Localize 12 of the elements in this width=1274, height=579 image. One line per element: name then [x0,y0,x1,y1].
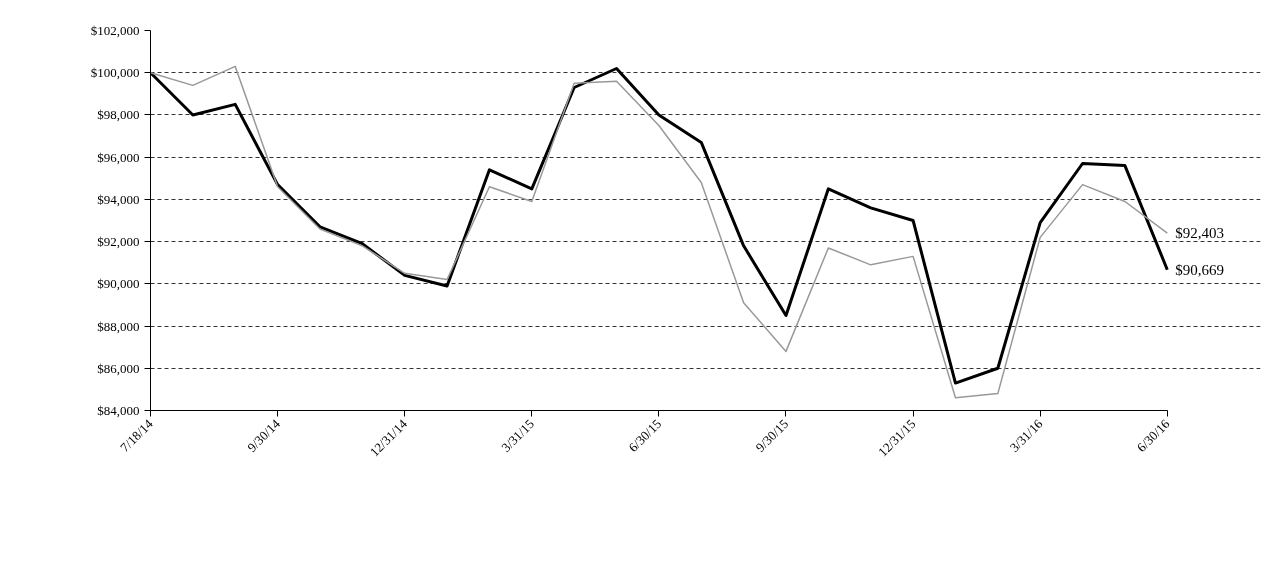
y-tick-label: $102,000 [90,23,140,38]
y-tick-label: $98,000 [97,107,140,123]
y-tick-label: $96,000 [97,149,140,165]
y-tick-label: $94,000 [97,191,140,207]
y-tick-label: $100,000 [90,65,140,81]
annotation: $90,669 [1175,261,1225,278]
y-tick-label: $84,000 [97,403,140,418]
y-tick-label: $90,000 [97,276,140,292]
annotation: $92,403 [1175,225,1225,242]
y-tick-label: $92,000 [97,234,140,250]
y-tick-label: $86,000 [97,360,140,376]
y-tick-label: $88,000 [97,318,140,334]
